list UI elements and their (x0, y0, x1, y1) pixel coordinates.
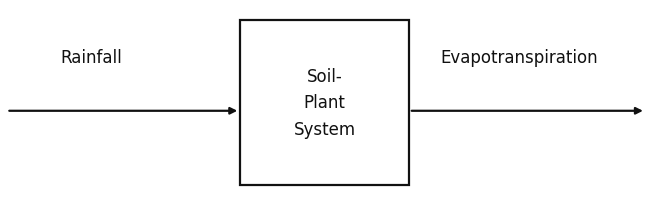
Text: Evapotranspiration: Evapotranspiration (441, 49, 598, 67)
Bar (240, 21, 409, 185)
Text: Rainfall: Rainfall (60, 49, 122, 67)
Text: Soil-
Plant
System: Soil- Plant System (293, 68, 356, 138)
